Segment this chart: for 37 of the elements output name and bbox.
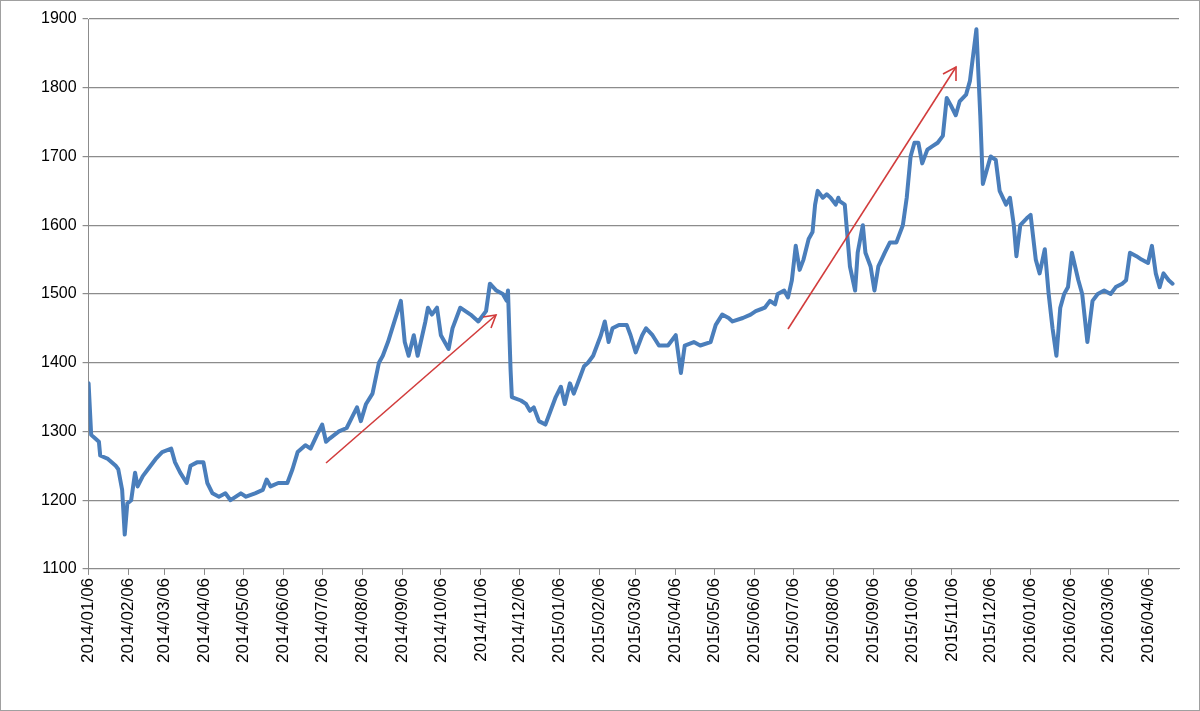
y-tick-label: 1600 — [41, 215, 77, 233]
y-tick-label: 1200 — [41, 490, 77, 508]
x-tick-label: 2014/11/06 — [470, 577, 490, 662]
x-tick-label: 2014/10/06 — [430, 577, 450, 664]
x-tick-label: 2015/07/06 — [782, 577, 802, 664]
y-tick-label: 1700 — [41, 146, 77, 164]
y-tick-label: 1800 — [41, 78, 77, 96]
x-tick-label: 2016/02/06 — [1060, 577, 1080, 664]
x-tick-label: 2014/05/06 — [233, 577, 253, 664]
x-tick-label: 2015/11/06 — [941, 577, 961, 662]
x-tick-label: 2014/04/06 — [194, 577, 214, 664]
x-tick-label: 2014/08/06 — [351, 577, 371, 664]
y-tick-label: 1300 — [41, 421, 77, 439]
x-tick-label: 2014/06/06 — [273, 577, 293, 664]
x-tick-label: 2015/04/06 — [665, 577, 685, 664]
x-tick-label: 2014/03/06 — [154, 577, 174, 664]
x-tick-label: 2014/02/06 — [118, 577, 138, 664]
x-tick-label: 2015/12/06 — [980, 577, 1000, 664]
y-tick-label: 1400 — [41, 353, 77, 371]
y-tick-label: 1100 — [42, 559, 77, 577]
x-tick-label: 2015/09/06 — [862, 577, 882, 664]
y-tick-label: 1900 — [41, 9, 77, 27]
x-tick-label: 2015/03/06 — [625, 577, 645, 664]
x-tick-label: 2015/01/06 — [549, 577, 569, 664]
x-tick-label: 2015/06/06 — [744, 577, 764, 664]
x-tick-label: 2015/10/06 — [901, 577, 921, 664]
x-tick-label: 2016/03/06 — [1097, 577, 1117, 664]
x-tick-label: 2015/05/06 — [704, 577, 724, 664]
x-tick-label: 2016/01/06 — [1020, 577, 1040, 664]
x-tick-label: 2016/04/06 — [1137, 577, 1157, 664]
x-tick-label: 2015/08/06 — [822, 577, 842, 664]
x-tick-label: 2014/12/06 — [509, 577, 529, 664]
y-tick-label: 1500 — [41, 284, 77, 302]
x-tick-label: 2014/01/06 — [78, 577, 98, 664]
x-tick-label: 2015/02/06 — [589, 577, 609, 664]
x-tick-label: 2014/07/06 — [311, 577, 331, 664]
x-tick-label: 2014/09/06 — [391, 577, 411, 664]
